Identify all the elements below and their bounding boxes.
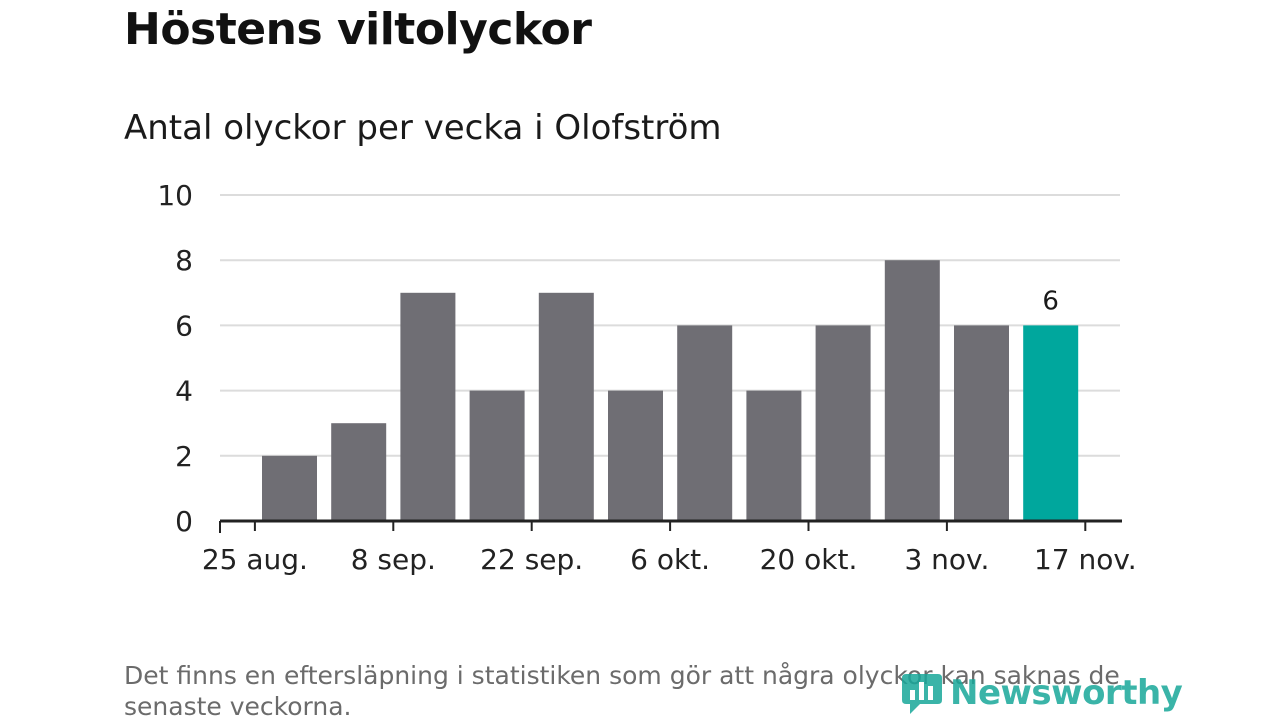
bar (262, 455, 317, 521)
x-tick-label: 6 okt. (630, 543, 710, 576)
bar (815, 325, 871, 521)
y-tick-label: 10 (157, 179, 193, 212)
y-tick-label: 2 (175, 440, 193, 473)
footnote: Det finns en eftersläpning i statistiken… (124, 661, 1120, 721)
bar (331, 423, 387, 521)
newsworthy-logo-icon (902, 674, 942, 714)
bar (400, 292, 456, 521)
bar (469, 390, 525, 521)
bar-chart: 0 2 4 6 8 10 6 25 aug. 8 sep. 22 sep. 6 okt. 20 okt… (157, 179, 1137, 576)
bar (538, 292, 594, 521)
bar (608, 390, 663, 521)
data-label: 6 (1042, 286, 1059, 316)
x-tick-label: 20 okt. (760, 543, 858, 576)
x-tick-label: 25 aug. (202, 543, 308, 576)
brand-logo: Newsworthy (900, 668, 1183, 718)
brand-name: Newsworthy (950, 673, 1183, 713)
y-tick-label: 8 (175, 244, 193, 277)
bar (1023, 325, 1079, 521)
x-tick-label: 3 nov. (904, 543, 989, 576)
bar (746, 390, 802, 521)
chart-subtitle: Antal olyckor per vecka i Olofström (124, 108, 722, 148)
bar (677, 325, 733, 521)
chart-title: Höstens viltolyckor (124, 4, 592, 55)
x-tick-label: 8 sep. (351, 543, 436, 576)
x-tick-label: 17 nov. (1034, 543, 1137, 576)
y-tick-label: 4 (175, 375, 193, 408)
y-tick-label: 0 (175, 505, 193, 538)
bar (884, 260, 940, 521)
bar (954, 325, 1009, 521)
y-tick-label: 6 (175, 309, 193, 342)
x-tick-label: 22 sep. (480, 543, 583, 576)
